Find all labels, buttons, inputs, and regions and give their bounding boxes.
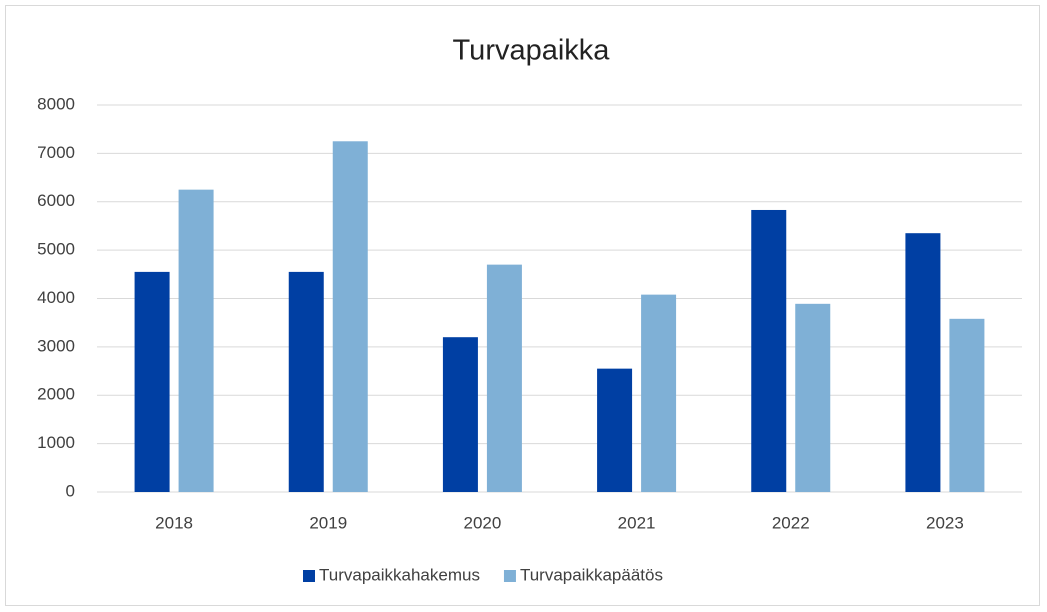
legend-swatch (503, 570, 516, 582)
x-tick-label: 2021 (618, 513, 656, 532)
legend-label: Turvapaikkapäätös (520, 565, 663, 584)
y-tick-label: 5000 (37, 240, 75, 259)
legend-swatch (303, 570, 315, 582)
bar (134, 271, 170, 492)
bar (905, 233, 941, 492)
y-tick-label: 6000 (37, 191, 75, 210)
y-tick-label: 0 (66, 481, 75, 500)
bar (288, 271, 324, 492)
x-tick-label: 2023 (926, 513, 964, 532)
y-tick-label: 7000 (37, 143, 75, 162)
x-tick-label: 2020 (464, 513, 502, 532)
legend-label: Turvapaikkahakemus (319, 565, 480, 584)
x-tick-label: 2019 (309, 513, 347, 532)
bar (751, 209, 787, 492)
bar (641, 294, 677, 492)
bar (949, 318, 985, 492)
bar (597, 368, 633, 492)
chart-title: Turvapaikka (453, 35, 611, 67)
bar (332, 141, 368, 492)
x-tick-label: 2022 (772, 513, 810, 532)
y-tick-label: 4000 (37, 288, 75, 307)
y-tick-label: 3000 (37, 336, 75, 355)
y-tick-label: 2000 (37, 385, 75, 404)
x-tick-label: 2018 (155, 513, 193, 532)
bar (486, 264, 522, 492)
bar (442, 337, 478, 492)
bar (178, 189, 214, 492)
y-tick-label: 8000 (37, 94, 75, 113)
bar (795, 303, 831, 492)
y-tick-label: 1000 (37, 433, 75, 452)
